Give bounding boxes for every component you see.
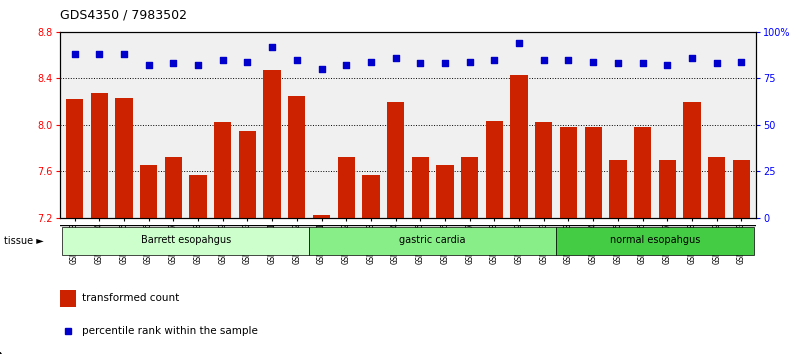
Point bbox=[266, 44, 279, 50]
Bar bbox=[288, 96, 306, 218]
Point bbox=[340, 62, 353, 68]
Point bbox=[389, 55, 402, 61]
Point bbox=[365, 59, 377, 64]
Point bbox=[735, 59, 747, 64]
Text: GDS4350 / 7983502: GDS4350 / 7983502 bbox=[60, 9, 187, 22]
Point bbox=[611, 61, 624, 66]
Bar bbox=[309, 227, 556, 255]
Text: normal esopahgus: normal esopahgus bbox=[610, 235, 700, 245]
Bar bbox=[214, 122, 232, 218]
Bar bbox=[263, 70, 281, 218]
Point bbox=[118, 51, 131, 57]
Bar bbox=[683, 102, 700, 218]
Text: Barrett esopahgus: Barrett esopahgus bbox=[141, 235, 231, 245]
Point bbox=[587, 59, 599, 64]
Point bbox=[439, 61, 451, 66]
Point bbox=[537, 57, 550, 63]
Point bbox=[167, 61, 180, 66]
Text: percentile rank within the sample: percentile rank within the sample bbox=[82, 326, 257, 336]
Text: tissue ►: tissue ► bbox=[4, 236, 44, 246]
Point bbox=[217, 57, 229, 63]
Bar bbox=[634, 127, 651, 218]
Bar bbox=[60, 290, 76, 307]
Point bbox=[463, 59, 476, 64]
Point bbox=[68, 51, 81, 57]
Bar bbox=[486, 121, 503, 218]
Bar bbox=[412, 157, 429, 218]
Bar bbox=[239, 131, 256, 218]
Point bbox=[315, 66, 328, 72]
Bar bbox=[535, 122, 552, 218]
Bar bbox=[560, 127, 577, 218]
Text: gastric cardia: gastric cardia bbox=[400, 235, 466, 245]
Bar bbox=[733, 160, 750, 218]
Bar bbox=[91, 93, 108, 218]
Bar bbox=[115, 98, 133, 218]
Point bbox=[142, 62, 155, 68]
Point bbox=[488, 57, 501, 63]
Bar bbox=[62, 227, 309, 255]
Bar bbox=[436, 165, 454, 218]
Point bbox=[414, 61, 427, 66]
Point bbox=[562, 57, 575, 63]
Bar bbox=[313, 215, 330, 218]
Bar bbox=[461, 157, 478, 218]
Bar bbox=[658, 160, 676, 218]
Point bbox=[685, 55, 698, 61]
Bar bbox=[189, 175, 207, 218]
Bar bbox=[708, 157, 725, 218]
Bar bbox=[556, 227, 754, 255]
Bar bbox=[584, 127, 602, 218]
Bar bbox=[165, 157, 182, 218]
Point bbox=[291, 57, 303, 63]
Bar bbox=[66, 99, 83, 218]
Point bbox=[661, 62, 673, 68]
Point bbox=[241, 59, 254, 64]
Point bbox=[93, 51, 106, 57]
Bar bbox=[338, 157, 355, 218]
Point bbox=[192, 62, 205, 68]
Bar bbox=[140, 165, 158, 218]
Bar bbox=[609, 160, 626, 218]
Point bbox=[710, 61, 723, 66]
Bar bbox=[362, 175, 380, 218]
Text: transformed count: transformed count bbox=[82, 293, 179, 303]
Point bbox=[513, 40, 525, 46]
Point bbox=[636, 61, 649, 66]
Bar bbox=[510, 75, 528, 218]
Bar bbox=[387, 102, 404, 218]
